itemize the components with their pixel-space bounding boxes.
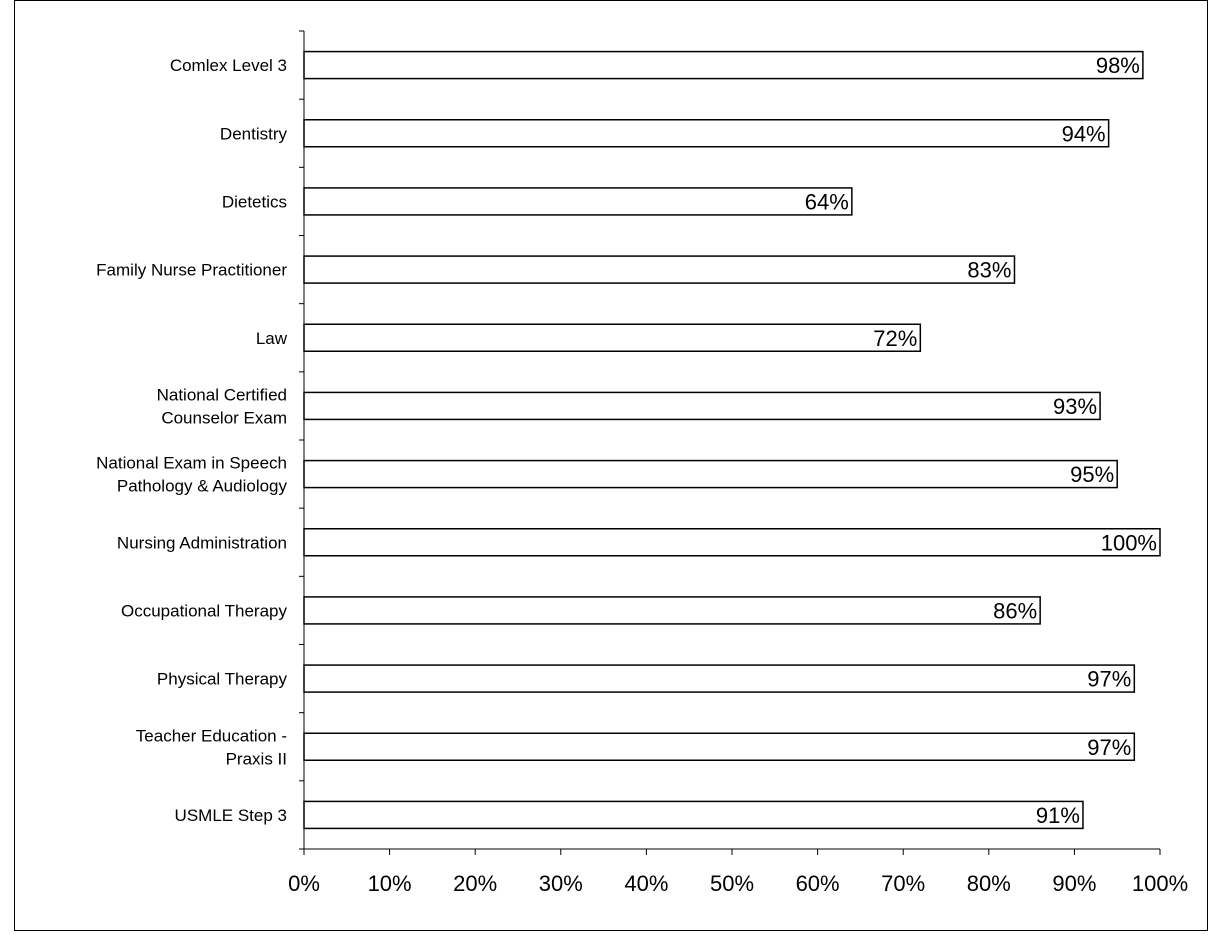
x-tick-label: 10%	[368, 871, 412, 896]
bar	[303, 119, 1110, 148]
x-tick-label: 50%	[710, 871, 754, 896]
category-label-line: Praxis II	[226, 749, 287, 768]
bar	[303, 391, 1101, 421]
bar-value-label: 100%	[1101, 530, 1157, 555]
x-tick-label: 90%	[1052, 871, 1096, 896]
bar	[303, 664, 1136, 693]
bar	[303, 800, 1084, 830]
bar-value-label: 72%	[873, 326, 917, 351]
category-label-line: Comlex Level 3	[170, 56, 287, 75]
bar-value-label: 97%	[1087, 667, 1131, 692]
category-label: Teacher Education - Praxis II	[136, 726, 287, 768]
bar	[303, 187, 853, 216]
category-label-line: National Certified	[157, 385, 287, 404]
x-tick-label: 30%	[539, 871, 583, 896]
category-label: Physical Therapy	[157, 670, 288, 689]
bar-value-label: 91%	[1036, 803, 1080, 828]
category-label-line: Teacher Education -	[136, 726, 287, 745]
category-label: National Certified Counselor Exam	[157, 385, 287, 427]
bar-value-label: 64%	[805, 189, 849, 214]
bar	[303, 50, 1144, 80]
category-label: Nursing Administration	[117, 533, 287, 552]
bar	[303, 323, 922, 352]
bar	[303, 459, 1118, 489]
bars	[303, 50, 1161, 830]
category-label-line: Pathology & Audiology	[117, 477, 288, 496]
axes	[299, 30, 1160, 850]
bar	[303, 255, 1016, 284]
bar	[303, 732, 1136, 761]
category-label-line: Nursing Administration	[117, 533, 287, 552]
bar-value-label: 94%	[1062, 121, 1106, 146]
bar-value-label: 93%	[1053, 394, 1097, 419]
category-label-line: Dentistry	[220, 124, 288, 143]
bar-value-label: 86%	[993, 598, 1037, 623]
category-label-line: Counselor Exam	[161, 408, 287, 427]
category-label-line: Law	[256, 329, 288, 348]
category-label: Occupational Therapy	[121, 601, 288, 620]
x-tick-label: 80%	[967, 871, 1011, 896]
value-labels: 98% 94% 64% 83% 72% 93% 95% 100% 86% 97% 97% 91%	[805, 53, 1157, 828]
bar-value-label: 83%	[967, 258, 1011, 283]
category-label-line: Dietetics	[222, 192, 287, 211]
x-tick-label: 100%	[1132, 871, 1188, 896]
x-tick-label: 60%	[796, 871, 840, 896]
category-label: USMLE Step 3	[175, 806, 287, 825]
x-tick-label: 70%	[881, 871, 925, 896]
category-labels: Comlex Level 3 Dentistry Dietetics Family N…	[96, 56, 288, 825]
category-label: National Exam in Speech Pathology & Audio…	[96, 454, 287, 496]
category-label: Comlex Level 3	[170, 56, 287, 75]
category-label-line: Family Nurse Practitioner	[96, 261, 287, 280]
category-label-line: Occupational Therapy	[121, 601, 288, 620]
x-axis-ticks: 0% 10% 20% 30% 40% 50% 60% 70% 80% 90% 100%	[288, 849, 1188, 896]
bar-value-label: 98%	[1096, 53, 1140, 78]
category-label: Family Nurse Practitioner	[96, 261, 287, 280]
category-label: Dietetics	[222, 192, 287, 211]
x-tick-label: 0%	[288, 871, 320, 896]
bar-value-label: 97%	[1087, 735, 1131, 760]
bar-value-label: 95%	[1070, 462, 1114, 487]
x-tick-label: 40%	[624, 871, 668, 896]
bar	[303, 528, 1161, 557]
category-label: Law	[256, 329, 288, 348]
category-label: Dentistry	[220, 124, 288, 143]
category-label-line: National Exam in Speech	[96, 454, 287, 473]
x-tick-label: 20%	[453, 871, 497, 896]
category-label-line: Physical Therapy	[157, 670, 288, 689]
bar	[303, 596, 1041, 625]
category-label-line: USMLE Step 3	[175, 806, 287, 825]
